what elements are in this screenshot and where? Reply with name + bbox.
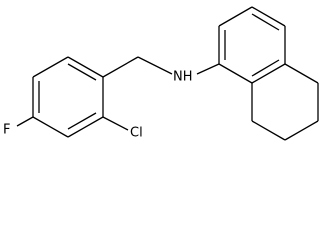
atom-label: Cl <box>130 126 143 141</box>
benzene-ring <box>32 56 104 138</box>
atom-label: NH <box>173 70 193 85</box>
aromatic-ring <box>218 6 286 84</box>
atom-label: F <box>3 123 10 138</box>
structure: F Cl NH <box>3 6 319 141</box>
substituent-bonds <box>16 56 220 131</box>
saturated-ring <box>251 63 319 141</box>
